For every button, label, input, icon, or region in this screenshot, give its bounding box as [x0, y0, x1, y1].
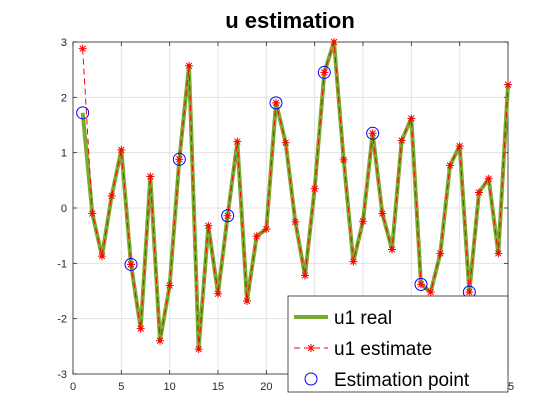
estimation-point [317, 65, 331, 79]
u1-estimate-point [214, 289, 222, 298]
u1-estimate-point [378, 209, 387, 218]
legend-label-estimation-point: Estimation point [334, 370, 470, 391]
u1-estimate-point [117, 145, 126, 154]
legend-box [287, 295, 509, 393]
estimation-point [76, 106, 90, 120]
u1-estimate-point [107, 191, 116, 200]
u1-estimate-point [465, 288, 474, 297]
u1-estimate-point [339, 155, 348, 164]
u1-estimate-point [194, 345, 203, 354]
x-tick-label: 20 [260, 381, 272, 393]
x-tick-label: 5 [118, 381, 124, 393]
x-tick-label: 10 [164, 381, 176, 393]
y-tick-label: 1 [61, 148, 67, 160]
u1-estimate-point [272, 98, 280, 107]
u1-estimate-point [223, 211, 232, 220]
legend-marker-u1-estimate [307, 344, 315, 352]
u1-estimate-point [136, 324, 145, 333]
u1-estimate-point [156, 336, 164, 345]
u1-estimate-point [262, 225, 271, 234]
u1-estimate-point [98, 252, 106, 261]
u1-estimate-point [359, 217, 367, 226]
u1-estimate-point [165, 281, 174, 290]
u1-estimate-point [185, 61, 193, 70]
u1-estimate-point [475, 188, 483, 197]
series-group [76, 38, 512, 354]
u1-estimate-point [301, 271, 309, 280]
estimation-point [366, 126, 380, 140]
legend: u1 real u1 estimate Estimation point [287, 295, 509, 393]
y-tick-label: 3 [61, 37, 67, 49]
u1-estimate-point [252, 232, 261, 241]
u1-estimate-point [446, 161, 454, 170]
u1-estimate-point [417, 280, 425, 289]
u1-estimate-point [78, 44, 87, 53]
chart-title: u estimation [225, 8, 355, 33]
u1-estimate-point [233, 137, 242, 146]
u1-estimate-point [436, 249, 445, 258]
estimation-point [414, 277, 428, 291]
u1-estimate-point [281, 138, 290, 147]
u1-estimate-point [243, 296, 251, 305]
u1-estimate-point [426, 288, 435, 297]
estimation-point [172, 152, 186, 166]
y-tick-label: 0 [61, 203, 67, 215]
y-tick-label: -2 [57, 314, 67, 326]
u1-estimate-point [127, 260, 135, 269]
u1-estimate-point [88, 209, 97, 218]
u1-estimate-point [494, 249, 503, 258]
u1-estimate-point [330, 38, 338, 46]
estimation-point [269, 96, 283, 110]
y-tick-label: -3 [57, 369, 67, 381]
u1-estimate-point [397, 136, 406, 145]
u1-estimate-point [504, 80, 512, 89]
u1-estimate-point [388, 245, 396, 254]
y-tick-label: 2 [61, 92, 67, 104]
u1-estimate-point [320, 68, 329, 77]
u1-estimate-point [368, 129, 377, 138]
x-tick-label: 15 [212, 381, 224, 393]
legend-label-u1-estimate: u1 estimate [334, 339, 432, 360]
u1-estimate-point [455, 142, 464, 151]
u1-estimate-point [407, 114, 416, 123]
u1-estimate-point [291, 217, 300, 226]
legend-label-u1-real: u1 real [334, 308, 392, 329]
u1-estimate-point [204, 221, 213, 230]
estimation-point [221, 209, 235, 223]
x-tick-label: 0 [70, 381, 76, 393]
u1-estimate-point [146, 172, 155, 181]
legend-marker-estimation-point [304, 372, 318, 386]
u1-estimate-point [175, 155, 184, 164]
u1-estimate-point [310, 184, 319, 193]
u1-estimate-point [349, 257, 358, 266]
u1-estimate-point [484, 174, 493, 183]
y-tick-label: -1 [57, 258, 67, 270]
estimation-point [124, 257, 138, 271]
